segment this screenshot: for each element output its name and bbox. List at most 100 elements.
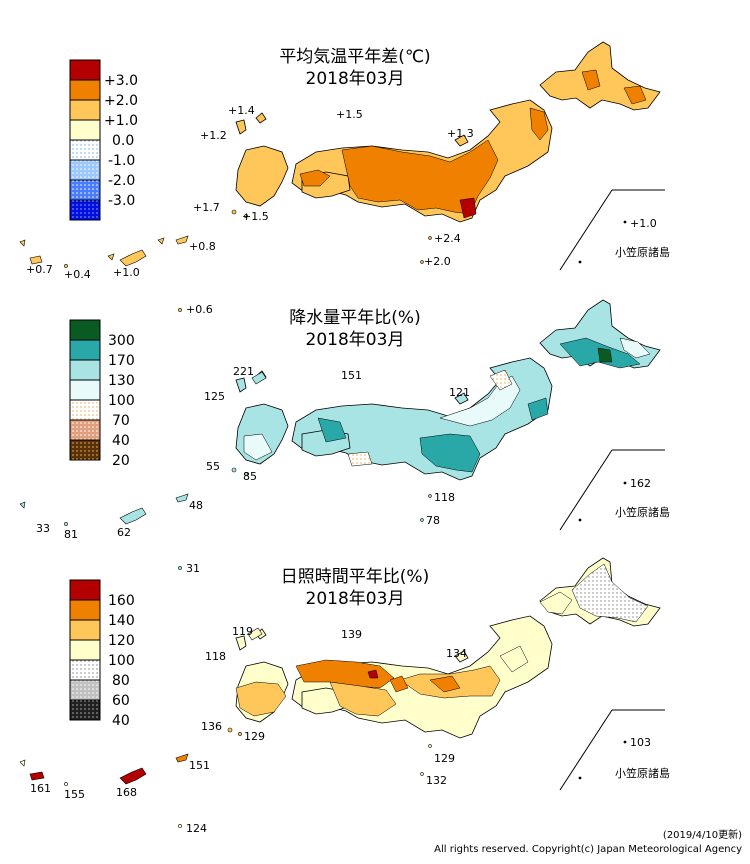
- legend-label: 60: [112, 693, 130, 709]
- station-label: +0.4: [64, 268, 91, 281]
- station-label: 129: [244, 730, 265, 743]
- sunshine-legend: 160 140 120 100 80 60 40: [69, 579, 135, 729]
- legend-label: 120: [108, 633, 135, 649]
- legend-swatch: [69, 179, 101, 201]
- station-label: 78: [426, 514, 440, 527]
- station-label: 136: [201, 720, 222, 733]
- legend-swatch: [69, 579, 101, 601]
- precipitation-title: 降水量平年比(%): [289, 308, 420, 328]
- legend-label: 170: [108, 353, 135, 369]
- southern-islands: [19, 209, 432, 312]
- legend-swatch: [69, 319, 101, 341]
- station-label: 134: [446, 647, 467, 660]
- legend-swatch: [69, 399, 101, 421]
- inset-label: 小笠原諸島: [615, 505, 670, 519]
- station-label: 155: [64, 788, 85, 801]
- temperature-legend: +3.0 +2.0 +1.0 0.0 -1.0 -2.0 -3.0: [69, 59, 138, 221]
- precipitation-station-labels: 221 151 125 121 55 85 118 78 162 48 33 8…: [36, 365, 651, 575]
- station-label: 168: [116, 786, 137, 799]
- legend-swatch: [69, 679, 101, 701]
- inset-label: 小笠原諸島: [615, 245, 670, 259]
- station-label: 151: [341, 369, 362, 382]
- station-label: 103: [630, 736, 651, 749]
- inset-label: 小笠原諸島: [615, 766, 670, 780]
- legend-label: 100: [108, 653, 135, 669]
- station-label: 162: [630, 477, 651, 490]
- update-date: (2019/4/10更新): [663, 828, 742, 841]
- legend-label: +1.0: [104, 113, 138, 129]
- station-label: 119: [232, 625, 253, 638]
- station-label: 85: [243, 470, 257, 483]
- legend-swatch: [69, 599, 101, 621]
- station-label: 33: [36, 522, 50, 535]
- precipitation-subtitle: 2018年03月: [306, 330, 405, 350]
- legend-swatch: [69, 699, 101, 721]
- station-label: +1.7: [193, 201, 220, 214]
- legend-label: 300: [108, 333, 135, 349]
- station-label: 121: [449, 386, 470, 399]
- legend-label: -1.0: [108, 153, 135, 169]
- station-label: 161: [30, 782, 51, 795]
- station-label: 139: [341, 628, 362, 641]
- copyright-notice: All rights reserved. Copyright(c) Japan …: [434, 844, 742, 855]
- legend-swatch: [69, 139, 101, 161]
- station-label: +0.8: [189, 240, 216, 253]
- station-label: 151: [189, 759, 210, 772]
- legend-label: 20: [112, 453, 130, 469]
- temperature-panel: 平均気温平年差(℃) 2018年03月 +3.0 +2.0 +1.0 0.0 -…: [19, 41, 670, 316]
- legend-label: 80: [112, 673, 130, 689]
- legend-swatch: [69, 359, 101, 381]
- station-label: 62: [117, 526, 131, 539]
- legend-label: 40: [112, 433, 130, 449]
- station-label: +1.3: [447, 127, 474, 140]
- ogasawara-inset: 小笠原諸島: [559, 709, 670, 791]
- station-label: +2.0: [424, 255, 451, 268]
- legend-swatch: [69, 199, 101, 221]
- station-label: 132: [426, 774, 447, 787]
- station-label: 129: [434, 752, 455, 765]
- legend-swatch: [69, 59, 101, 81]
- sunshine-title: 日照時間平年比(%): [281, 567, 429, 587]
- legend-label: +3.0: [104, 73, 138, 89]
- precipitation-legend: 300 170 130 100 70 40 20: [69, 319, 135, 469]
- legend-label: 0.0: [112, 133, 134, 149]
- station-label: 118: [434, 491, 455, 504]
- legend-swatch: [69, 79, 101, 101]
- legend-swatch: [69, 439, 101, 461]
- legend-label: 40: [112, 713, 130, 729]
- temperature-title: 平均気温平年差(℃): [279, 47, 430, 67]
- legend-swatch: [69, 619, 101, 641]
- station-label: 118: [205, 650, 226, 663]
- legend-label: 140: [108, 613, 135, 629]
- legend-label: 100: [108, 393, 135, 409]
- station-label: +0.7: [26, 263, 53, 276]
- sunshine-subtitle: 2018年03月: [306, 589, 405, 609]
- station-label: +1.5: [242, 210, 269, 223]
- ogasawara-inset: 小笠原諸島: [559, 449, 670, 531]
- station-label: +1.4: [228, 104, 255, 117]
- legend-swatch: [69, 159, 101, 181]
- station-label: +1.2: [200, 129, 227, 142]
- legend-label: 160: [108, 593, 135, 609]
- legend-swatch: [69, 379, 101, 401]
- legend-label: -3.0: [108, 193, 135, 209]
- legend-swatch: [69, 339, 101, 361]
- legend-label: -2.0: [108, 173, 135, 189]
- station-label: 31: [186, 562, 200, 575]
- sunshine-station-labels: 119 139 118 134 136 129 129 132 103 151 …: [30, 625, 651, 835]
- station-label: 48: [189, 499, 203, 512]
- temperature-station-labels: +1.4 +1.5 +1.2 +1.3 +1.7 +1.5 +2.4 +2.0 …: [26, 104, 657, 316]
- legend-label: 70: [112, 413, 130, 429]
- station-label: 125: [204, 390, 225, 403]
- temperature-subtitle: 2018年03月: [306, 69, 405, 89]
- station-label: 124: [186, 822, 207, 835]
- legend-swatch: [69, 659, 101, 681]
- legend-swatch: [69, 119, 101, 141]
- station-label: 81: [64, 528, 78, 541]
- sunshine-panel: 日照時間平年比(%) 2018年03月 160 140 120 100 80 6…: [19, 557, 670, 835]
- station-label: +0.6: [186, 303, 213, 316]
- station-label: +1.0: [630, 217, 657, 230]
- station-label: +2.4: [434, 232, 461, 245]
- station-label: 221: [233, 365, 254, 378]
